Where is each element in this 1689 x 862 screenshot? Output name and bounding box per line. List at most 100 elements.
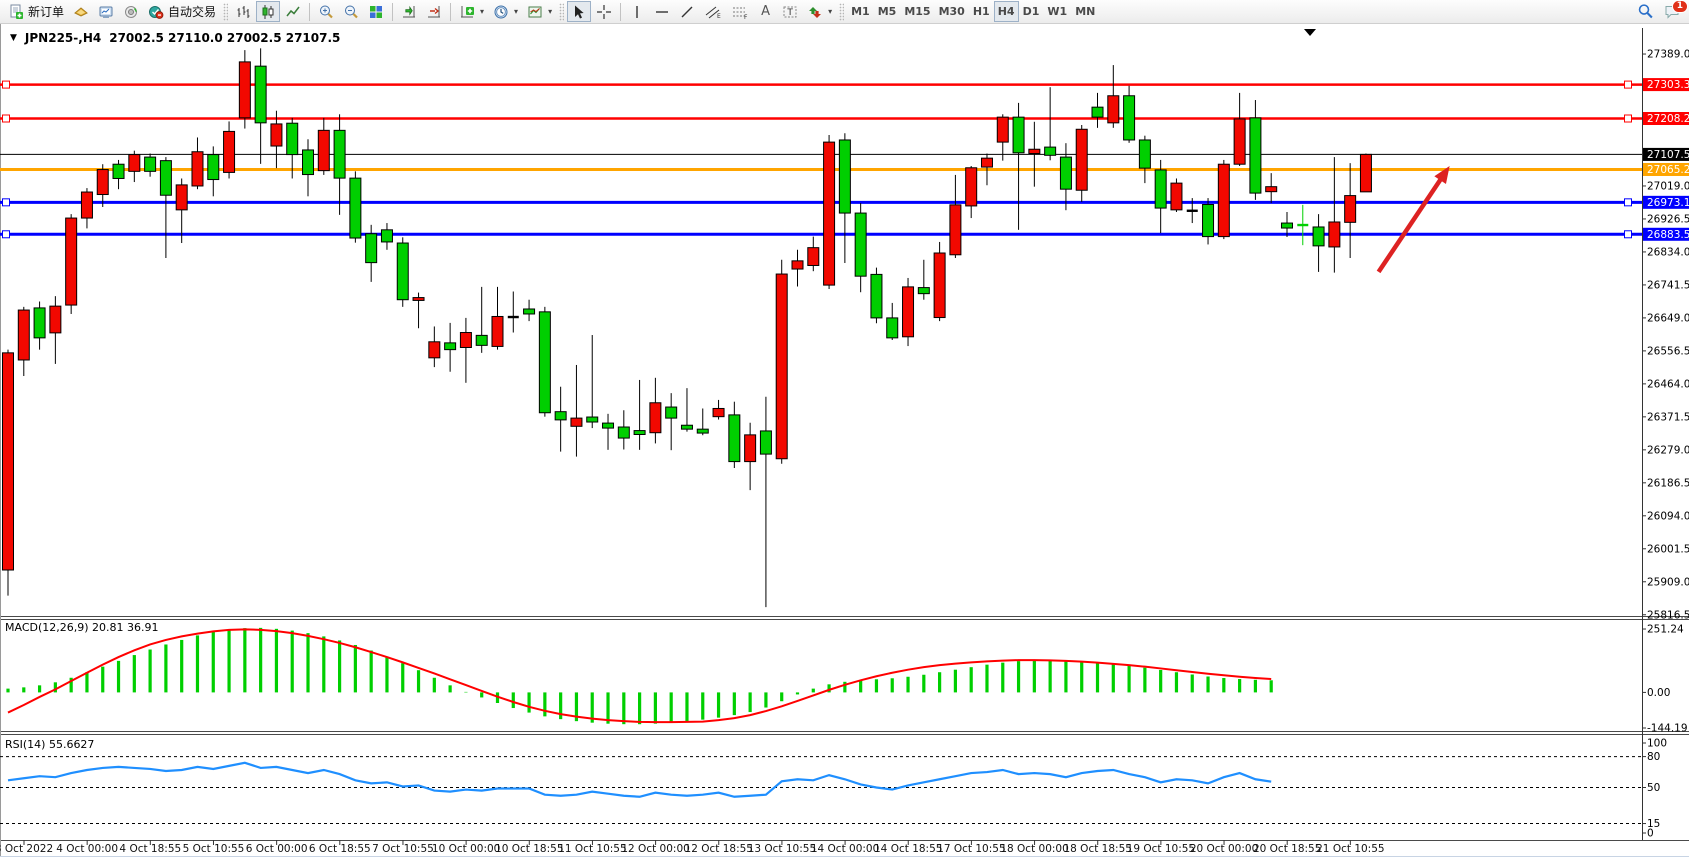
- price-tick-label: 26556.5: [1647, 345, 1689, 357]
- timeframe-d1[interactable]: D1: [1022, 5, 1040, 18]
- chart-profiles-button[interactable]: [69, 1, 93, 22]
- zoom-in-button[interactable]: [314, 1, 338, 22]
- toolbar-gripper[interactable]: [223, 2, 229, 21]
- price-tick-label: 26186.5: [1647, 477, 1689, 489]
- arrows-stamp-icon: [809, 6, 822, 18]
- text-tool-button[interactable]: A: [761, 4, 771, 19]
- fibonacci-tool-button[interactable]: F: [727, 1, 753, 22]
- candlestick-icon: [262, 4, 274, 19]
- hline-handle[interactable]: [2, 230, 10, 239]
- candle-doji: [507, 315, 519, 319]
- trend-arrow-head[interactable]: [1434, 165, 1450, 185]
- candlestick-mode-button[interactable]: [256, 1, 281, 22]
- templates-button[interactable]: ▾: [523, 1, 556, 22]
- indicators-dropdown[interactable]: ▾: [480, 7, 485, 16]
- line-chart-mode-button[interactable]: [281, 1, 305, 22]
- text-label-tool-button[interactable]: T: [778, 1, 802, 22]
- cursor-tool-button[interactable]: [567, 1, 592, 22]
- time-tick-label: 14 Oct 00:00: [811, 843, 879, 855]
- chat-button[interactable]: 1: [1659, 0, 1688, 22]
- candle-body: [791, 260, 804, 270]
- candle-body: [475, 334, 488, 346]
- time-tick-label: 20 Oct 18:55: [1253, 843, 1321, 855]
- bar-chart-mode-button[interactable]: [231, 1, 255, 22]
- hline-handle[interactable]: [2, 114, 10, 123]
- svg-text:E: E: [717, 13, 721, 20]
- timeframe-m15[interactable]: M15: [904, 5, 931, 18]
- tile-windows-button[interactable]: [364, 1, 388, 22]
- trend-arrow-annotation[interactable]: [1376, 173, 1446, 274]
- arrows-dropdown[interactable]: ▾: [828, 7, 833, 16]
- price-badge-label: 27208.2: [1647, 113, 1689, 125]
- candle-body: [980, 157, 993, 168]
- arrows-tool-button[interactable]: ▾: [803, 1, 836, 22]
- new-order-label: 新订单: [28, 5, 65, 19]
- timeframe-m30[interactable]: M30: [938, 5, 965, 18]
- candle-body: [775, 273, 788, 460]
- periods-button[interactable]: ▾: [489, 1, 522, 22]
- hline-handle[interactable]: [1624, 198, 1632, 207]
- chart-canvas[interactable]: 27389.027296.527204.027111.527019.026926…: [0, 24, 1689, 862]
- horizontal-line-tool-button[interactable]: [650, 1, 674, 22]
- candle-body: [744, 434, 757, 463]
- candle-body: [870, 273, 883, 319]
- candle-body: [1217, 163, 1230, 238]
- timeframe-m1[interactable]: M1: [851, 5, 870, 18]
- candle-body: [1344, 195, 1357, 223]
- hline-handle[interactable]: [1624, 114, 1632, 123]
- candle-body: [917, 287, 930, 295]
- indicators-button[interactable]: ▾: [455, 1, 488, 22]
- price-tick-label: 27389.0: [1647, 49, 1689, 61]
- time-tick-label: 20 Oct 00:00: [1190, 843, 1258, 855]
- crosshair-tool-button[interactable]: [592, 1, 616, 22]
- hline-handle[interactable]: [1624, 80, 1632, 89]
- auto-trading-button[interactable]: 自动交易: [144, 1, 220, 22]
- periods-dropdown[interactable]: ▾: [514, 7, 519, 16]
- candle-body: [380, 229, 393, 243]
- svg-text:T: T: [786, 8, 793, 18]
- chart-shift-marker-icon[interactable]: [1304, 29, 1316, 36]
- new-order-button[interactable]: 新订单: [4, 1, 68, 22]
- timeframe-w1[interactable]: W1: [1047, 5, 1068, 18]
- time-tick-label: 17 Oct 10:55: [937, 843, 1005, 855]
- profile-icon: [74, 6, 88, 17]
- hline-handle[interactable]: [2, 198, 10, 207]
- candle-body: [570, 417, 583, 427]
- search-button[interactable]: [1633, 1, 1658, 22]
- toolbar-gripper-2[interactable]: [559, 2, 565, 21]
- time-tick-label: 12 Oct 00:00: [621, 843, 689, 855]
- vertical-line-tool-button[interactable]: [625, 1, 649, 22]
- market-watch-button[interactable]: [94, 1, 118, 22]
- candle-doji: [1186, 209, 1198, 212]
- candle-body: [823, 141, 836, 286]
- zoom-out-button[interactable]: [339, 1, 363, 22]
- candle-body: [1312, 226, 1325, 247]
- timeframe-mn[interactable]: MN: [1075, 5, 1096, 18]
- rsi-axis-label: 80: [1647, 751, 1660, 763]
- price-badge-label: 27065.2: [1647, 164, 1689, 176]
- candle-body: [49, 305, 62, 334]
- timeframe-m5[interactable]: M5: [877, 5, 897, 18]
- symbol-dropdown-icon[interactable]: ▼: [10, 33, 17, 43]
- candle-body: [838, 139, 851, 214]
- time-tick-label: 6 Oct 00:00: [246, 843, 308, 855]
- data-center-button[interactable]: [119, 1, 143, 22]
- timeframe-h1[interactable]: H1: [972, 5, 990, 18]
- candle-body: [759, 430, 772, 455]
- macd-label: MACD(12,26,9) 20.81 36.91: [5, 621, 159, 634]
- templates-dropdown[interactable]: ▾: [548, 7, 553, 16]
- hline-handle[interactable]: [2, 80, 10, 89]
- chart-shift-button[interactable]: [422, 1, 446, 22]
- timeframe-h4[interactable]: H4: [993, 1, 1019, 22]
- hline-handle[interactable]: [1624, 230, 1632, 239]
- rsi-axis-label: 15: [1647, 818, 1660, 830]
- candle-body: [1028, 148, 1041, 155]
- auto-scroll-button[interactable]: [397, 1, 421, 22]
- trendline-tool-button[interactable]: [675, 1, 699, 22]
- price-badge-label: 26883.5: [1647, 229, 1689, 241]
- candle-body: [1233, 118, 1246, 165]
- candle-body: [602, 422, 615, 429]
- channel-tool-button[interactable]: E: [700, 1, 726, 22]
- candle-body: [965, 167, 978, 207]
- toolbar-gripper-3[interactable]: [839, 2, 845, 21]
